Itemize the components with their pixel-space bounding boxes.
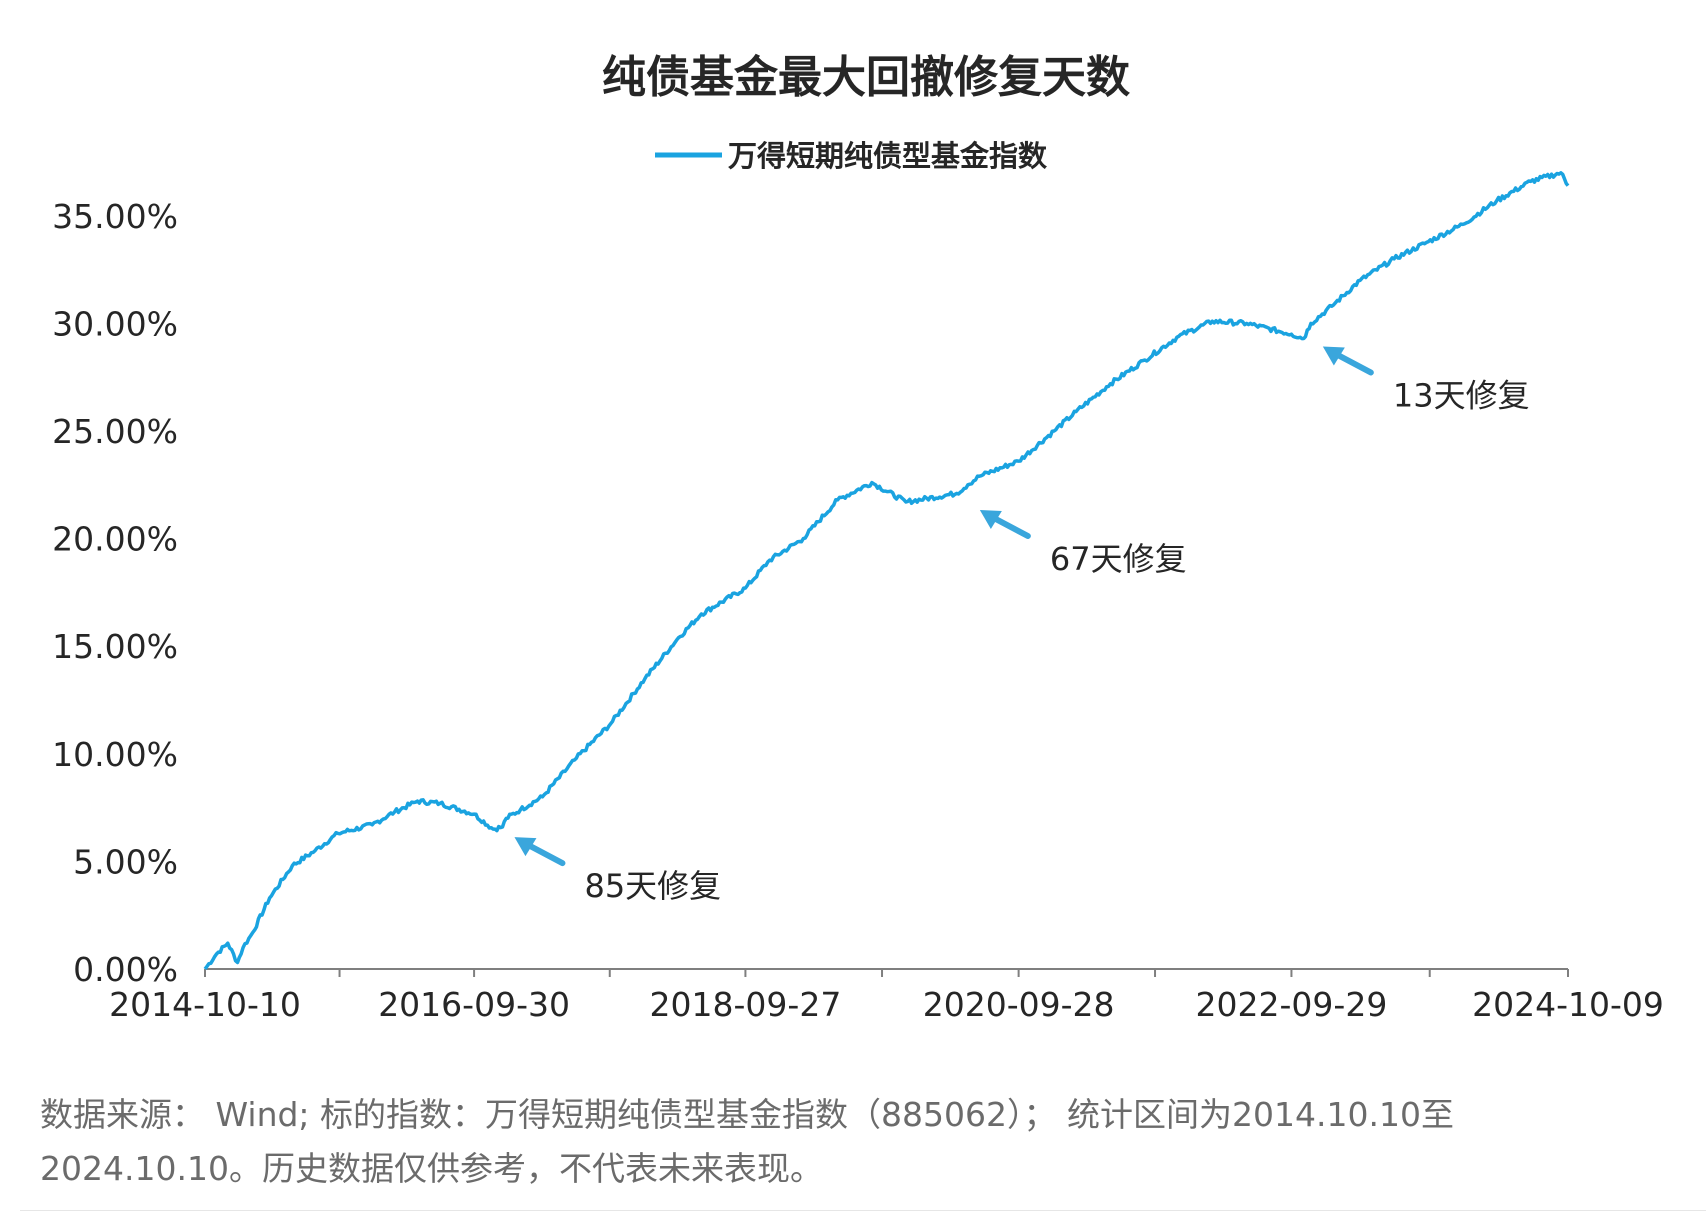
annotation-arrow [1333, 351, 1374, 376]
x-tick-label: 2022-09-29 [1196, 985, 1388, 1024]
chart-title: 纯债基金最大回撤修复天数 [602, 52, 1130, 103]
y-tick-label: 25.00% [52, 412, 178, 451]
x-tick-label: 2018-09-27 [650, 985, 842, 1024]
annotation-arrowhead [514, 837, 537, 857]
y-tick-label: 5.00% [73, 842, 178, 881]
annotation-label: 67天修复 [1050, 540, 1187, 578]
annotation-arrowhead [1322, 346, 1345, 366]
annotation-arrow [525, 842, 566, 867]
x-tick-label: 2020-09-28 [923, 985, 1115, 1024]
x-tick-label: 2014-10-10 [109, 985, 301, 1024]
annotations: 85天修复 67天修复 13天修复 [514, 346, 1530, 905]
x-tick-label: 2024-10-09 [1472, 985, 1664, 1024]
y-tick-label: 0.00% [73, 950, 178, 989]
annotation-label: 85天修复 [584, 867, 721, 905]
plot-area [203, 171, 1570, 971]
y-tick-label: 20.00% [52, 520, 178, 559]
y-tick-label: 15.00% [52, 627, 178, 666]
footnote-line-2: 2024.10.10。历史数据仅供参考，不代表未来表现。 [40, 1149, 823, 1188]
legend-label: 万得短期纯债型基金指数 [728, 139, 1048, 173]
annotation-label: 13天修复 [1393, 376, 1530, 414]
y-tick-label: 35.00% [52, 197, 178, 236]
legend: 万得短期纯债型基金指数 [655, 139, 1048, 173]
footnote-line-1: 数据来源： Wind; 标的指数：万得短期纯债型基金指数（885062）； 统计… [40, 1095, 1454, 1134]
divider [20, 1210, 1706, 1211]
axes: 2014-10-10 2016-09-30 2018-09-27 2020-09-28… [52, 197, 1664, 1024]
x-tick-label: 2016-09-30 [378, 985, 570, 1024]
annotation-arrow [990, 515, 1031, 540]
annotation-arrowhead [979, 510, 1002, 530]
y-tick-label: 30.00% [52, 304, 178, 343]
series-line [203, 171, 1570, 971]
chart: 纯债基金最大回撤修复天数 万得短期纯债型基金指数 2014-10-10 2016-… [52, 52, 1664, 1024]
y-tick-label: 10.00% [52, 735, 178, 774]
footnote: 数据来源： Wind; 标的指数：万得短期纯债型基金指数（885062）； 统计… [40, 1088, 1680, 1196]
